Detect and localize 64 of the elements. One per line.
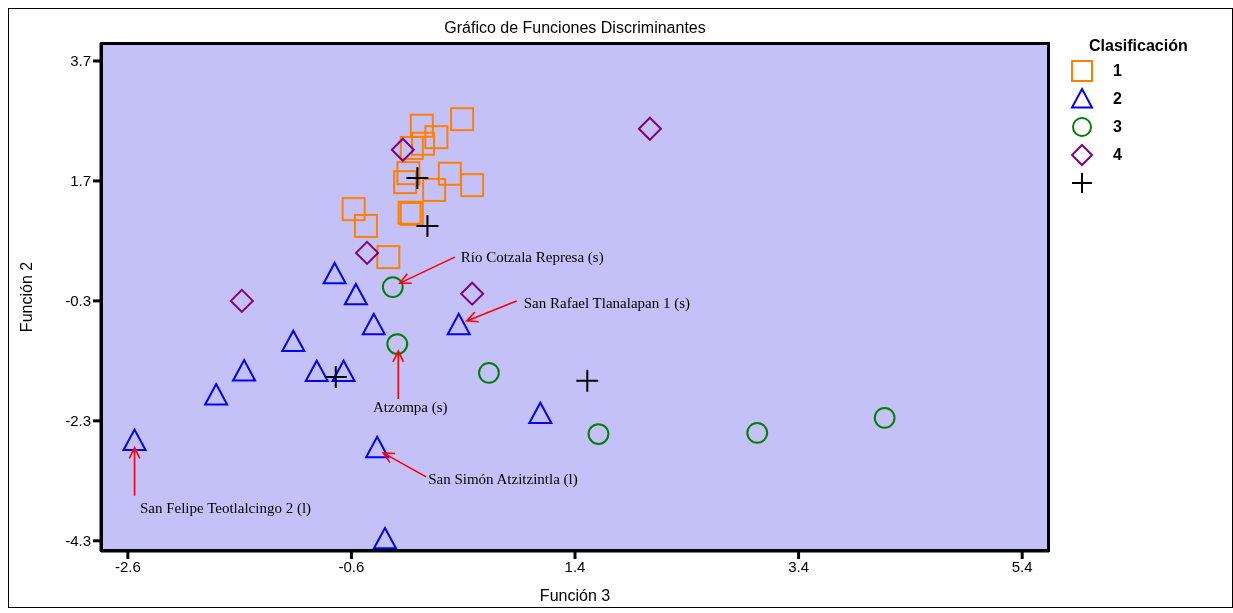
point [399, 135, 424, 160]
point [410, 131, 435, 156]
annotation: Río Cotzala Represa (s) [460, 249, 604, 267]
point [478, 361, 500, 384]
y-tick-label: -4.3 [65, 532, 91, 550]
point [450, 107, 475, 132]
annotation: San Felipe Teotlalcingo 2 (l) [139, 499, 312, 517]
point [229, 288, 254, 313]
y-tick-label: -0.3 [65, 292, 91, 310]
point [355, 240, 380, 265]
x-tick-label: 3.4 [788, 557, 810, 575]
point [406, 166, 429, 189]
point [304, 359, 329, 383]
point [409, 113, 434, 138]
annotation: San Rafael Tlanalapan 1 (s) [523, 294, 691, 312]
x-tick-label: 1.4 [564, 557, 586, 575]
point [232, 359, 257, 382]
point [204, 383, 229, 406]
x-tick-label: -2.6 [114, 557, 141, 575]
x-tick-label: 5.4 [1011, 557, 1033, 575]
point [437, 161, 462, 186]
annotation: Atzompa (s) [372, 399, 448, 417]
legend-label: 4 [1113, 146, 1122, 164]
point [341, 197, 366, 222]
point [122, 428, 147, 451]
y-tick-label: -2.3 [65, 412, 91, 430]
point [873, 406, 896, 429]
point [343, 282, 368, 306]
point [576, 369, 599, 392]
point [460, 173, 485, 198]
annotation: San Simón Atzitzintla (l) [428, 470, 578, 488]
point [322, 261, 347, 285]
point [424, 125, 449, 150]
y-tick-label: 1.7 [70, 172, 91, 190]
point [528, 401, 553, 424]
x-tick-label: -0.6 [338, 557, 365, 575]
point [331, 359, 356, 383]
point [386, 333, 409, 355]
legend-title: Clasificación [1089, 37, 1188, 55]
point [376, 245, 401, 270]
point [587, 423, 610, 445]
chart-title: Gráfico de Funciones Discriminantes [443, 19, 707, 37]
point [324, 366, 347, 389]
point [637, 116, 662, 141]
point [390, 137, 415, 162]
legend-label: 1 [1113, 62, 1122, 80]
point [446, 312, 471, 336]
point [416, 214, 439, 237]
point [361, 312, 386, 336]
point [393, 170, 418, 195]
point [460, 281, 485, 306]
point [353, 213, 378, 238]
point [422, 177, 447, 202]
y-axis-title: Función 2 [18, 261, 36, 333]
y-tick-label: 3.7 [70, 52, 91, 70]
legend-label: 2 [1113, 90, 1122, 108]
point [365, 435, 390, 459]
point [396, 161, 421, 186]
point [372, 527, 397, 550]
point [381, 276, 404, 298]
point [281, 329, 306, 353]
x-axis-title: Función 3 [538, 587, 612, 605]
point [746, 421, 769, 444]
legend-label: 3 [1113, 118, 1122, 136]
